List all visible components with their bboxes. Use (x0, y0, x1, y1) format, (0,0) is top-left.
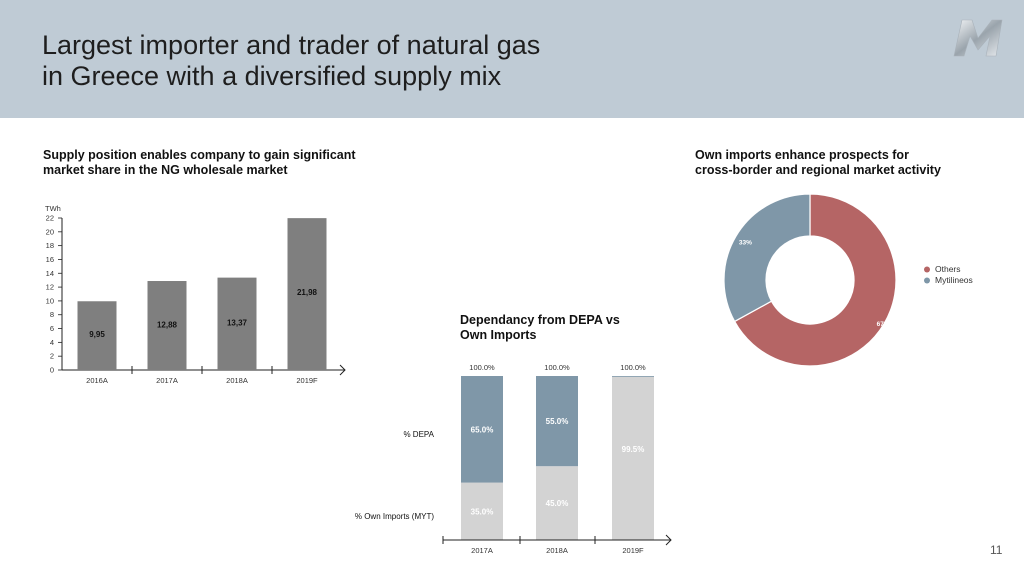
middle-panel-subtitle: Dependancy from DEPA vs Own Imports (460, 313, 620, 343)
page-title: Largest importer and trader of natural g… (42, 30, 540, 92)
bar-2018A (217, 277, 257, 370)
depa-value-label: 0.5% (624, 368, 642, 377)
depa-value-label: 55.0% (546, 417, 569, 426)
right-panel-subtitle: Own imports enhance prospects for cross-… (695, 148, 941, 178)
x-tick-label: 2016A (86, 376, 108, 385)
x-tick-label: 2019F (296, 376, 318, 385)
bar-value-label: 9,95 (89, 330, 105, 339)
depa-segment-2019F (612, 376, 654, 377)
own-imports-value-label: 45.0% (546, 499, 569, 508)
donut-slice-others (733, 193, 897, 367)
own-imports-value-label: 99.5% (622, 445, 645, 454)
own-imports-segment-2019F (612, 376, 654, 540)
y-tick-label: 10 (46, 296, 54, 305)
y-tick-label: 12 (46, 283, 54, 292)
bar-2016A (77, 301, 117, 370)
right-subtitle-line-1: Own imports enhance prospects for (695, 148, 909, 162)
y-tick-label: 2 (50, 352, 54, 361)
depa-segment-2018A (536, 376, 578, 467)
own-imports-segment-2018A (536, 466, 578, 540)
axis-arrow-icon (665, 534, 672, 546)
x-tick-label: 2018A (546, 546, 568, 555)
x-tick-label: 2017A (156, 376, 178, 385)
axis-arrow-icon (339, 364, 346, 376)
middle-subtitle-line-2: Own Imports (460, 328, 537, 342)
total-label: 100.0% (469, 363, 495, 372)
y-tick-label: 14 (46, 269, 54, 278)
y-tick-label: 16 (46, 255, 54, 264)
bar-2019F (287, 218, 327, 370)
legend-marker-others (924, 266, 930, 273)
y-tick-label: 20 (46, 227, 54, 236)
total-label: 100.0% (620, 363, 646, 372)
donut-slice-mytilineos (723, 193, 811, 323)
donut-slice-label: 67% (877, 321, 890, 328)
own-imports-value-label: 35.0% (471, 507, 494, 516)
bar-value-label: 12,88 (157, 320, 178, 329)
legend-marker-mytilineos (924, 277, 930, 284)
bar-2017A (147, 281, 187, 370)
y-tick-label: 6 (50, 324, 54, 333)
x-tick-label: 2018A (226, 376, 248, 385)
bar-value-label: 21,98 (297, 288, 318, 297)
donut-slice-label: 33% (739, 239, 752, 246)
depa-value-label: 65.0% (471, 425, 494, 434)
legend-label-mytilineos: Mytilineos (935, 275, 973, 285)
legend-label-others: Others (935, 264, 961, 274)
y-tick-label: 4 (50, 338, 54, 347)
y-axis-unit-label: TWh (45, 204, 61, 213)
page-number: 11 (990, 543, 1003, 557)
left-panel-subtitle: Supply position enables company to gain … (43, 148, 356, 178)
x-tick-label: 2019F (622, 546, 644, 555)
own-imports-segment-2017A (461, 482, 503, 540)
left-subtitle-line-1: Supply position enables company to gain … (43, 148, 356, 162)
right-subtitle-line-2: cross-border and regional market activit… (695, 163, 941, 177)
series-label-own-imports: % Own Imports (MYT) (355, 512, 434, 521)
bar-value-label: 13,37 (227, 319, 248, 328)
series-label-depa: % DEPA (403, 430, 434, 439)
title-line-1: Largest importer and trader of natural g… (42, 30, 541, 60)
header-band (0, 0, 1024, 118)
depa-segment-2017A (461, 376, 503, 483)
y-tick-label: 18 (46, 241, 54, 250)
x-tick-label: 2017A (471, 546, 493, 555)
title-line-2: in Greece with a diversified supply mix (42, 61, 502, 91)
mytilineos-logo-icon (953, 19, 1003, 57)
y-tick-label: 0 (50, 366, 54, 375)
y-tick-label: 22 (46, 214, 54, 223)
total-label: 100.0% (544, 363, 570, 372)
y-tick-label: 8 (50, 310, 54, 319)
middle-subtitle-line-1: Dependancy from DEPA vs (460, 313, 620, 327)
left-subtitle-line-2: market share in the NG wholesale market (43, 163, 288, 177)
